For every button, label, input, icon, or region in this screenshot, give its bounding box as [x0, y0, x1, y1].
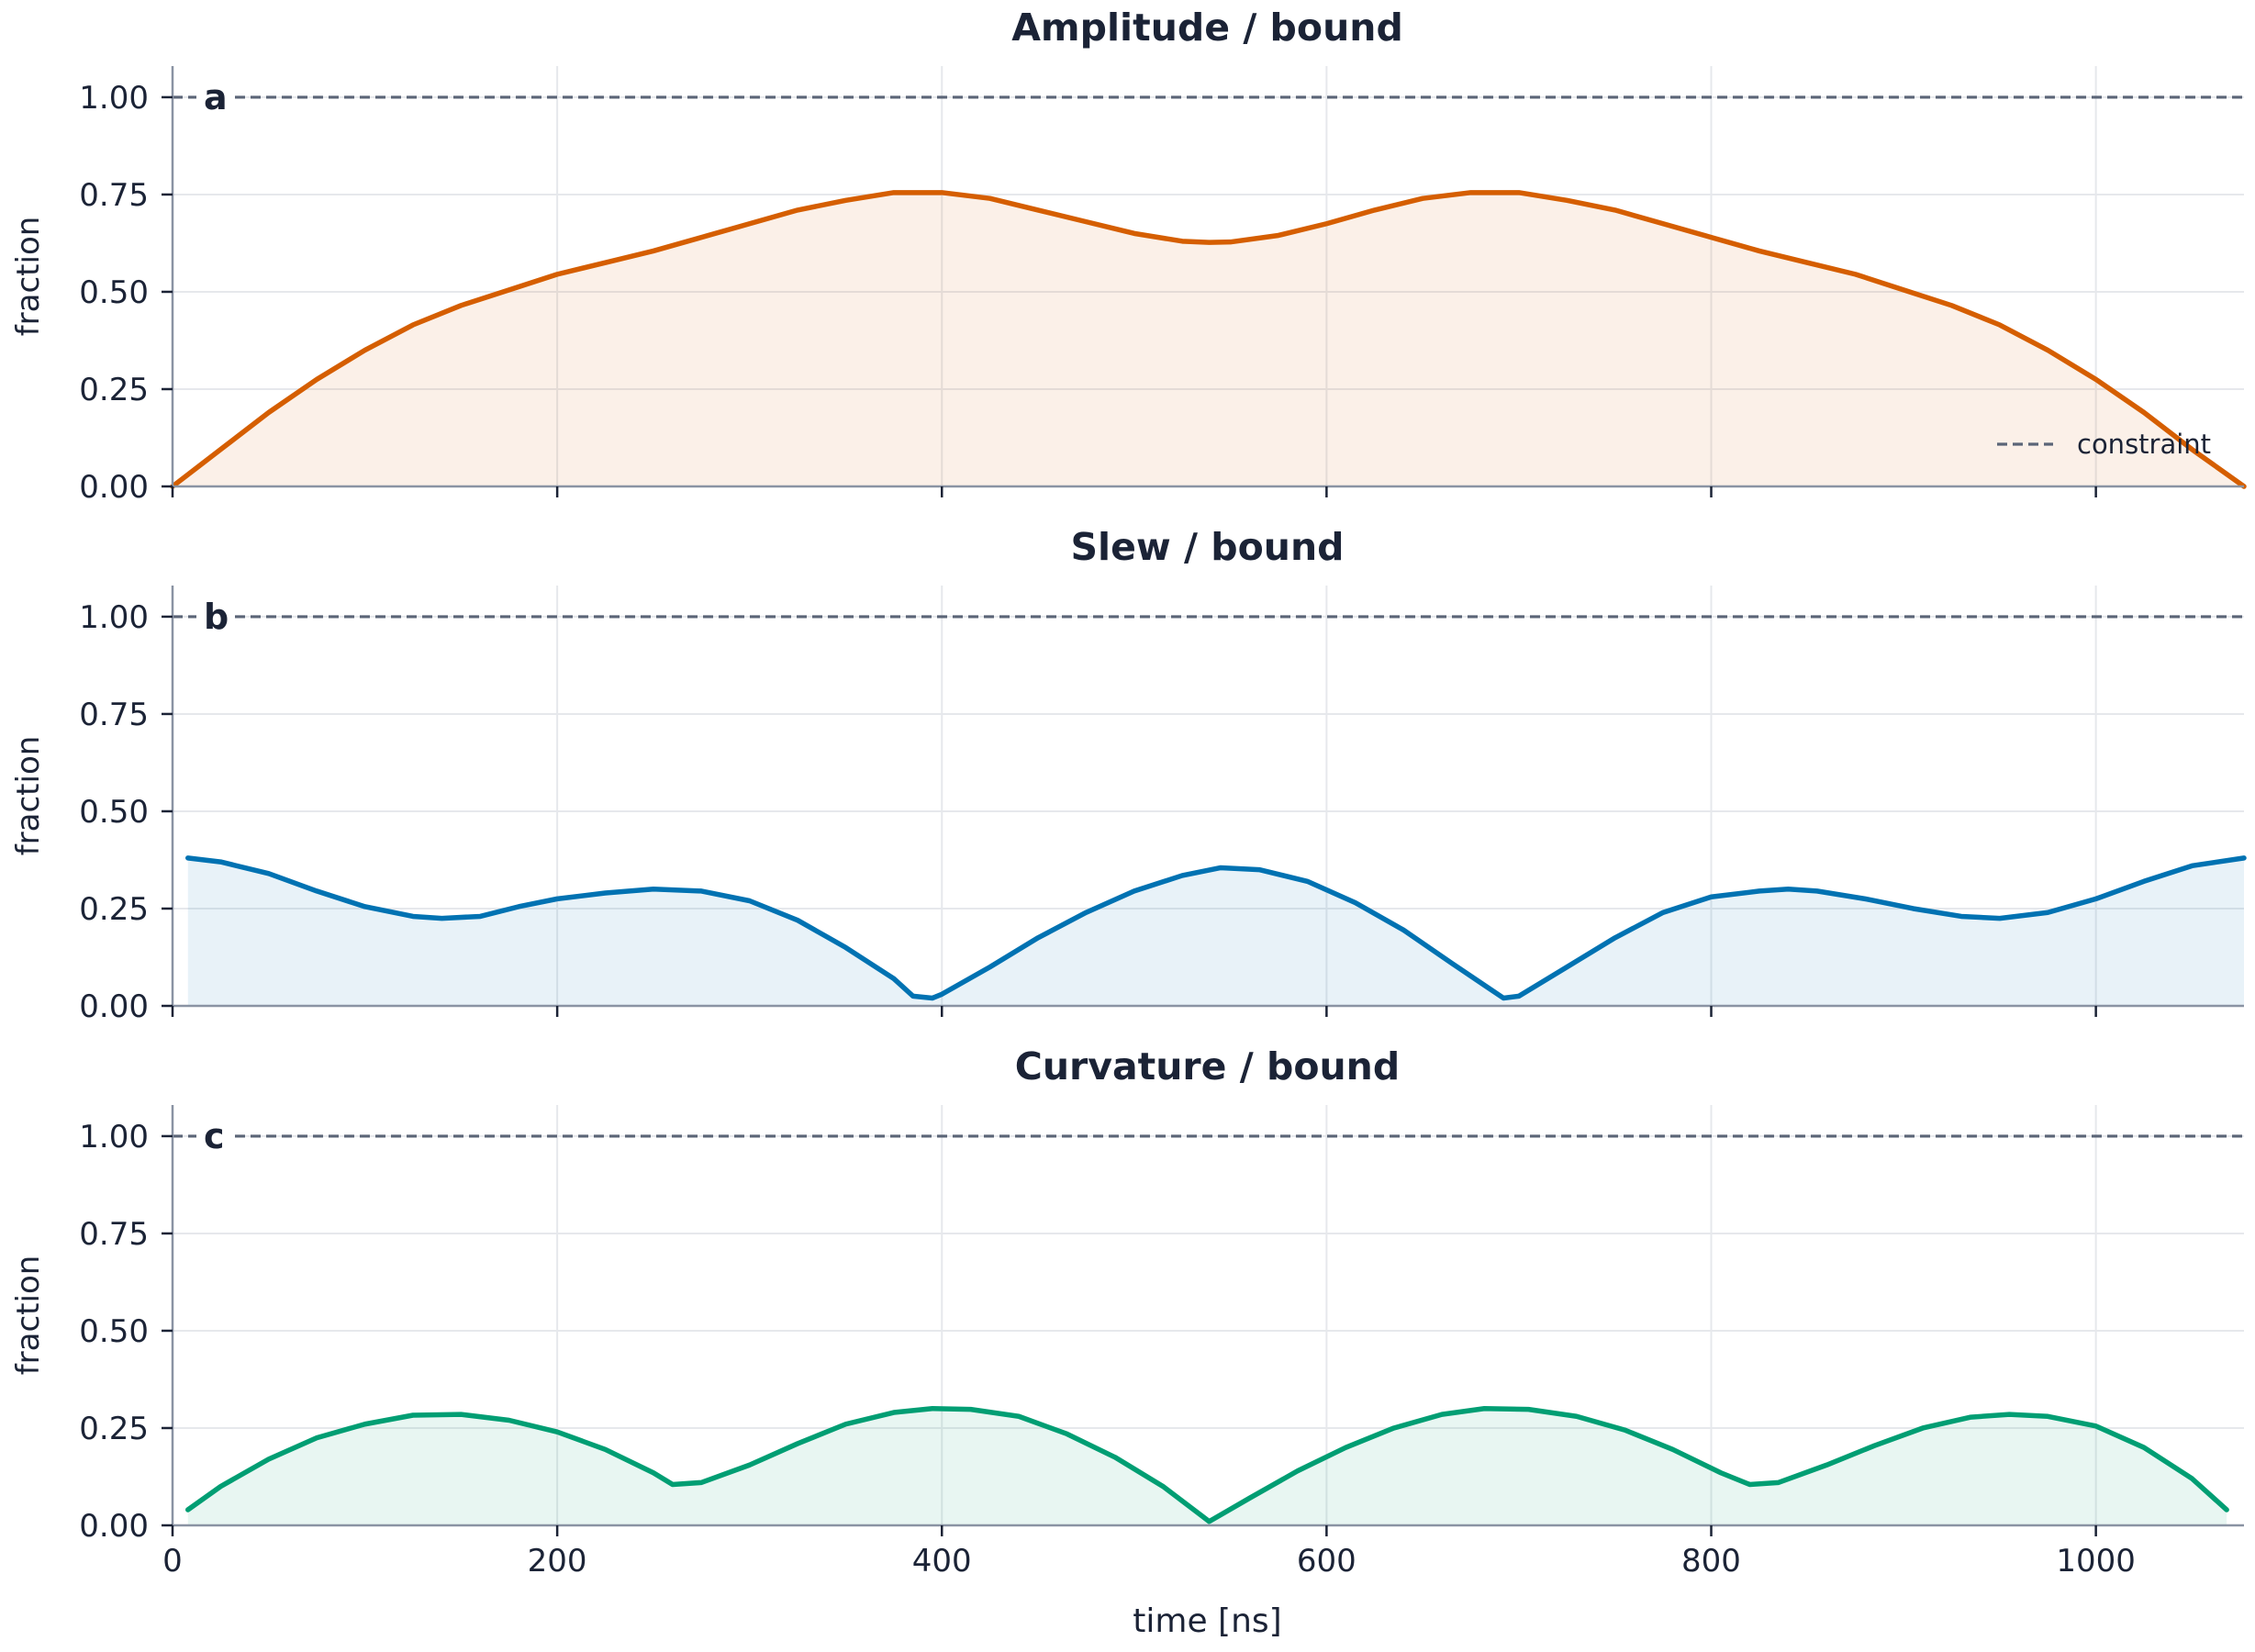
- panel-c-y-tick-label: 1.00: [79, 1119, 149, 1155]
- panel-c-letter: c: [204, 1116, 225, 1156]
- panel-b-series-line: [185, 855, 2247, 1001]
- panel-a-y-tick-label: 0.25: [79, 372, 149, 408]
- panel-c-letter-background: [196, 1111, 235, 1158]
- panel-a-y-tick-label: 0.50: [79, 274, 149, 311]
- panel-c-x-tick-label: 400: [912, 1543, 972, 1579]
- panel-c-y-tick-label: 0.25: [79, 1411, 149, 1447]
- panel-c-x-tick-label: 200: [528, 1543, 587, 1579]
- panel-c-y-axis-label: fraction: [10, 1256, 47, 1376]
- panel-b-y-tick-label: 0.00: [79, 988, 149, 1025]
- panel-a-letter-background: [196, 73, 235, 119]
- panel-b-title: Slew / bound: [1070, 525, 1344, 569]
- panel-b-y-axis-label: fraction: [10, 736, 47, 856]
- panel-b-y-tick-label: 0.75: [79, 697, 149, 733]
- panel-c-title: Curvature / bound: [1015, 1044, 1400, 1088]
- panel-a-y-axis-label: fraction: [10, 217, 47, 337]
- panel-c-area-fill: [187, 1408, 2227, 1525]
- panel-a-y-tick-label: 0.00: [79, 469, 149, 506]
- panel-b-y-tick-label: 0.50: [79, 794, 149, 831]
- panel-c-x-tick-label: 600: [1297, 1543, 1356, 1579]
- panel-c-x-tick-label: 1000: [2056, 1543, 2136, 1579]
- panel-a-legend-label: constraint: [2077, 429, 2211, 460]
- panel-c-y-tick-label: 0.00: [79, 1508, 149, 1545]
- panel-b-letter-background: [196, 592, 235, 639]
- panel-c-y-tick-label: 0.50: [79, 1313, 149, 1350]
- panel-a-letter: a: [204, 77, 228, 117]
- panel-c-x-tick-label: 800: [1681, 1543, 1741, 1579]
- panel-b-letter: b: [204, 597, 229, 637]
- panel-b-y-tick-label: 1.00: [79, 599, 149, 636]
- panel-c-series-line: [185, 1406, 2229, 1524]
- panel-a-area-fill: [173, 192, 2244, 486]
- panel-a-y-tick-label: 0.75: [79, 177, 149, 214]
- panel-a-y-tick-label: 1.00: [79, 80, 149, 117]
- panel-b-y-tick-label: 0.25: [79, 891, 149, 928]
- panel-c-x-axis-label: time [ns]: [1133, 1602, 1281, 1640]
- panel-a-series-line: [170, 190, 2247, 489]
- panel-c-x-tick-label: 0: [162, 1543, 183, 1579]
- panel-a-title: Amplitude / bound: [1011, 6, 1403, 50]
- panel-c-y-tick-label: 0.75: [79, 1216, 149, 1253]
